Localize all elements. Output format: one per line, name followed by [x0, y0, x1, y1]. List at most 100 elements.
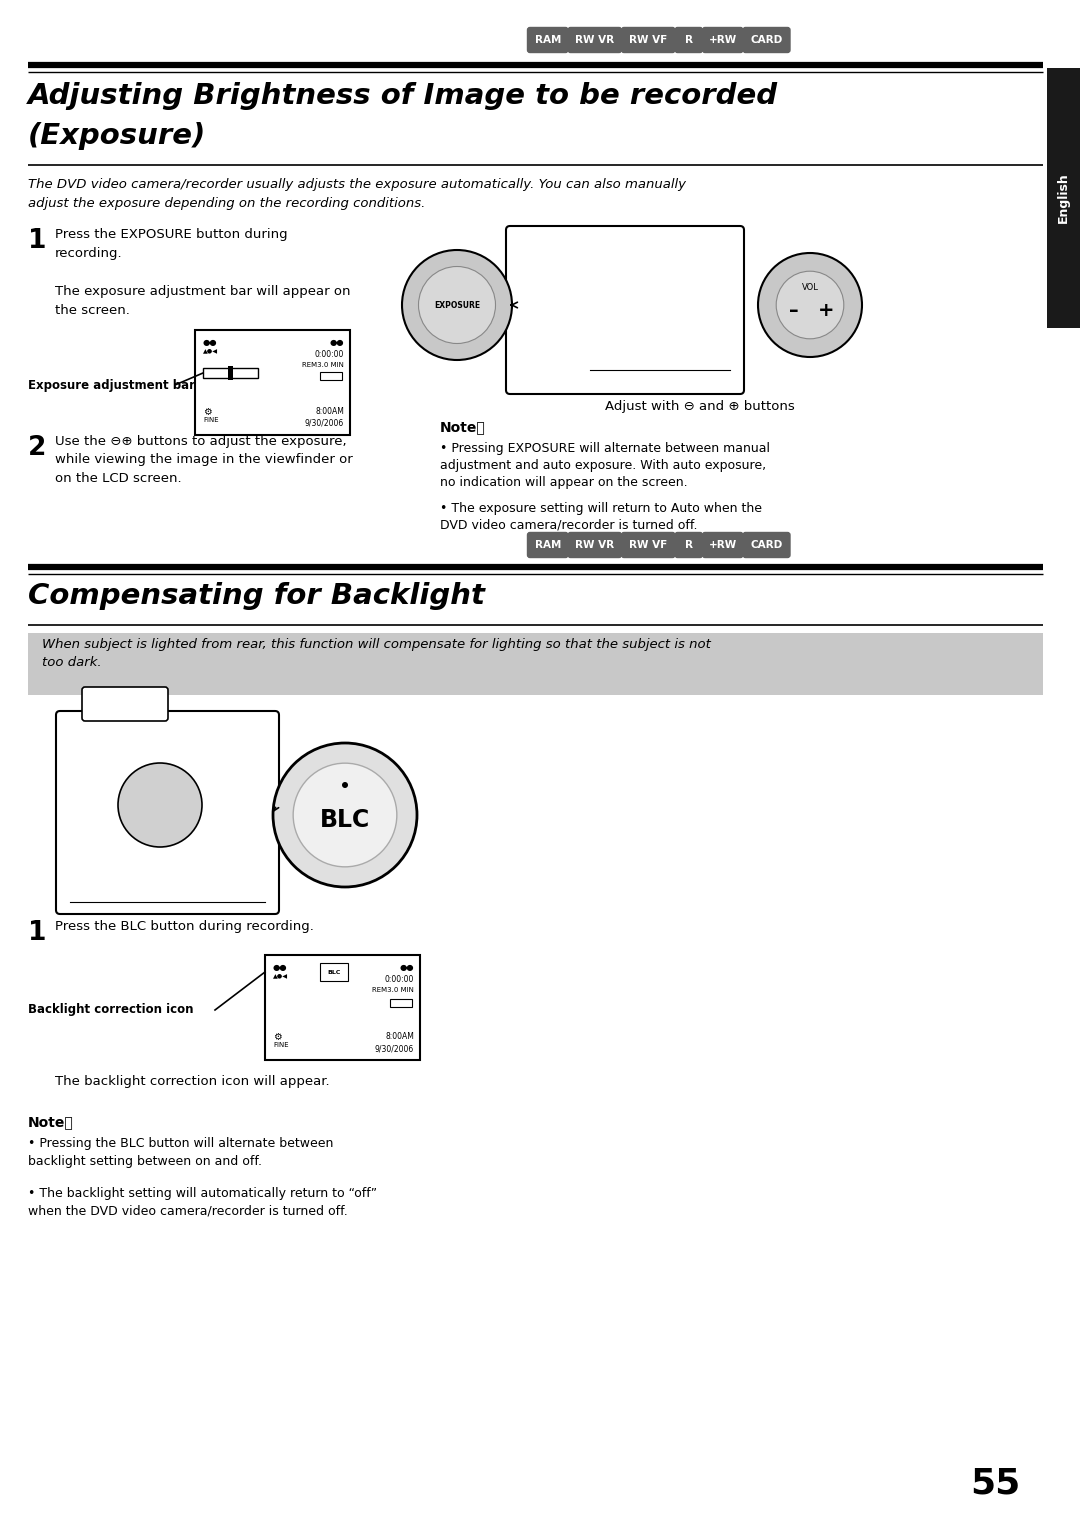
Circle shape	[146, 790, 174, 820]
Text: RW VR: RW VR	[576, 540, 615, 550]
Circle shape	[227, 839, 239, 852]
Text: ⚙: ⚙	[273, 1032, 282, 1041]
Circle shape	[227, 859, 239, 872]
Bar	[265, 956, 420, 1060]
Text: +RW: +RW	[708, 540, 737, 550]
Text: 0:00:00: 0:00:00	[314, 350, 345, 359]
Text: 8:00AM: 8:00AM	[315, 407, 345, 416]
Text: RW VF: RW VF	[630, 35, 667, 44]
Circle shape	[777, 271, 843, 339]
Text: The DVD video camera/recorder usually adjusts the exposure automatically. You ca: The DVD video camera/recorder usually ad…	[28, 177, 686, 209]
Bar	[320, 963, 348, 982]
Text: Compensating for Backlight: Compensating for Backlight	[28, 583, 485, 610]
Text: 1: 1	[28, 228, 46, 254]
FancyBboxPatch shape	[507, 226, 744, 394]
Text: 9/30/2006: 9/30/2006	[375, 1044, 414, 1053]
Circle shape	[602, 268, 678, 342]
Circle shape	[210, 839, 221, 852]
Text: (Exposure): (Exposure)	[28, 122, 206, 150]
Text: EXPOSURE: EXPOSURE	[434, 301, 481, 309]
Circle shape	[693, 268, 707, 281]
Text: 2: 2	[28, 434, 46, 462]
Text: BLC: BLC	[320, 807, 370, 832]
Circle shape	[758, 252, 862, 356]
Circle shape	[227, 820, 239, 830]
Text: +: +	[818, 301, 834, 320]
Text: FINE: FINE	[203, 417, 218, 424]
Bar	[228, 365, 233, 381]
Text: 8:00AM: 8:00AM	[386, 1032, 414, 1041]
FancyBboxPatch shape	[702, 28, 743, 52]
Text: FINE: FINE	[273, 1041, 288, 1047]
Text: • Pressing the BLC button will alternate between
backlight setting between on an: • Pressing the BLC button will alternate…	[28, 1138, 334, 1168]
Text: ▲●◀: ▲●◀	[203, 349, 218, 353]
Circle shape	[293, 763, 396, 867]
Text: Press the BLC button during recording.: Press the BLC button during recording.	[55, 920, 314, 933]
FancyBboxPatch shape	[568, 532, 621, 558]
FancyBboxPatch shape	[56, 711, 279, 914]
FancyBboxPatch shape	[82, 687, 168, 722]
Text: 0:00:00: 0:00:00	[384, 976, 414, 985]
Text: • The backlight setting will automatically return to “off”
when the DVD video ca: • The backlight setting will automatical…	[28, 1187, 377, 1219]
FancyBboxPatch shape	[527, 28, 568, 52]
FancyBboxPatch shape	[675, 28, 702, 52]
FancyBboxPatch shape	[743, 532, 789, 558]
Text: ⚙: ⚙	[203, 407, 212, 417]
FancyBboxPatch shape	[621, 532, 675, 558]
Bar	[195, 330, 350, 434]
Text: CARD: CARD	[751, 540, 783, 550]
Bar	[1047, 67, 1080, 329]
Circle shape	[419, 266, 496, 344]
FancyBboxPatch shape	[702, 532, 743, 558]
FancyBboxPatch shape	[568, 28, 621, 52]
Text: RAM: RAM	[535, 35, 561, 44]
Text: Press the EXPOSURE button during
recording.: Press the EXPOSURE button during recordi…	[55, 228, 287, 260]
Text: RW VF: RW VF	[630, 540, 667, 550]
Bar	[540, 232, 580, 245]
Bar	[390, 998, 411, 1008]
Circle shape	[273, 743, 417, 887]
FancyBboxPatch shape	[743, 28, 789, 52]
Bar	[28, 633, 1043, 696]
Circle shape	[402, 251, 512, 359]
Text: +RW: +RW	[708, 35, 737, 44]
Text: ●●: ●●	[329, 338, 345, 347]
Text: 9/30/2006: 9/30/2006	[305, 419, 345, 428]
Text: Adjust with ⊖ and ⊕ buttons: Adjust with ⊖ and ⊕ buttons	[605, 401, 795, 413]
Text: The exposure adjustment bar will appear on
the screen.: The exposure adjustment bar will appear …	[55, 284, 351, 317]
Circle shape	[616, 281, 664, 329]
Text: R: R	[685, 35, 692, 44]
Text: REM3.0 MIN: REM3.0 MIN	[373, 988, 414, 992]
Circle shape	[132, 777, 188, 833]
Text: 55: 55	[970, 1466, 1020, 1500]
Text: 1: 1	[28, 920, 46, 946]
Circle shape	[210, 820, 221, 830]
Bar	[320, 372, 342, 381]
Text: ●●: ●●	[273, 963, 287, 972]
Text: BLC: BLC	[327, 969, 340, 974]
Text: –: –	[789, 301, 799, 320]
Text: Adjusting Brightness of Image to be recorded: Adjusting Brightness of Image to be reco…	[28, 83, 778, 110]
Circle shape	[693, 312, 707, 326]
Text: Backlight correction icon: Backlight correction icon	[28, 1003, 193, 1017]
Text: Use the ⊖⊕ buttons to adjust the exposure,
while viewing the image in the viewfi: Use the ⊖⊕ buttons to adjust the exposur…	[55, 434, 353, 485]
Text: RW VR: RW VR	[576, 35, 615, 44]
Text: REM3.0 MIN: REM3.0 MIN	[302, 362, 345, 368]
Text: When subject is lighted from rear, this function will compensate for lighting so: When subject is lighted from rear, this …	[42, 638, 711, 670]
Text: ●●: ●●	[400, 963, 414, 972]
Circle shape	[118, 763, 202, 847]
Text: ●●: ●●	[203, 338, 217, 347]
Text: ▲●◀: ▲●◀	[273, 972, 288, 979]
Circle shape	[693, 291, 707, 304]
Text: R: R	[685, 540, 692, 550]
FancyBboxPatch shape	[527, 532, 568, 558]
Text: VOL: VOL	[801, 283, 819, 292]
Text: Note：: Note：	[440, 420, 486, 434]
Text: CARD: CARD	[751, 35, 783, 44]
Bar	[65, 870, 114, 898]
Text: English: English	[1057, 173, 1070, 223]
Text: Note：: Note：	[28, 1115, 73, 1128]
Text: RAM: RAM	[535, 540, 561, 550]
FancyBboxPatch shape	[621, 28, 675, 52]
Circle shape	[627, 294, 652, 317]
